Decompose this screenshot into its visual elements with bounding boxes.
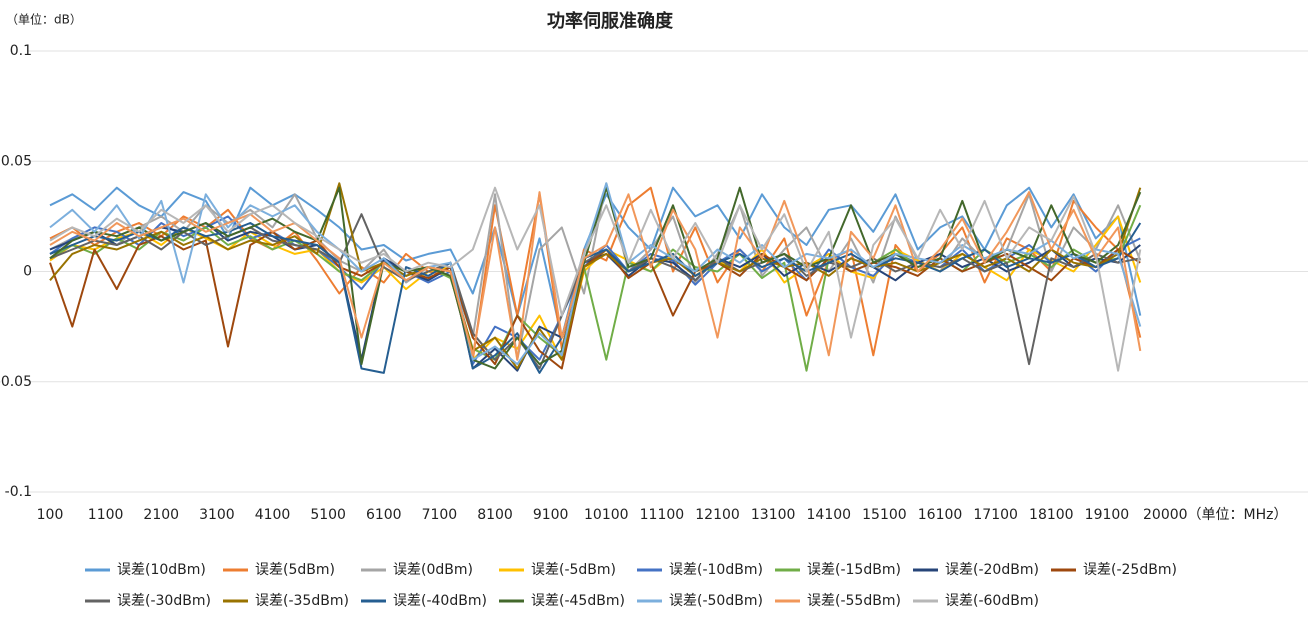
x-tick-label: 13100 — [751, 507, 796, 523]
legend-label: 误差(-10dBm) — [669, 562, 763, 578]
x-tick-label: 16100 — [918, 507, 963, 523]
x-tick-label: 20000（单位：MHz） — [1143, 507, 1288, 523]
x-tick-label: 1100 — [88, 507, 124, 523]
x-tick-label: 11100 — [640, 507, 685, 523]
x-tick-label: 6100 — [366, 507, 402, 523]
series-line — [49, 191, 1142, 361]
y-tick-label: -0.1 — [5, 484, 32, 500]
x-tick-label: 5100 — [310, 507, 346, 523]
y-tick-label: -0.05 — [0, 374, 32, 390]
legend-label: 误差(-60dBm) — [945, 593, 1039, 609]
x-tick-label: 14100 — [807, 507, 852, 523]
legend-label: 误差(0dBm) — [393, 562, 473, 578]
series-line — [49, 186, 1142, 370]
legend-label: 误差(-15dBm) — [807, 562, 901, 578]
x-tick-label: 12100 — [695, 507, 740, 523]
y-tick-label: 0.05 — [1, 153, 32, 169]
y-tick-label: 0.1 — [10, 43, 32, 59]
series-line — [49, 186, 1142, 372]
x-tick-label: 19100 — [1085, 507, 1130, 523]
legend-label: 误差(-30dBm) — [117, 593, 211, 609]
x-tick-label: 100 — [37, 507, 64, 523]
legend-label: 误差(5dBm) — [255, 562, 335, 578]
x-tick-label: 9100 — [533, 507, 569, 523]
x-tick-label: 4100 — [255, 507, 291, 523]
legend-label: 误差(-5dBm) — [531, 562, 616, 578]
series-line — [49, 222, 1142, 374]
legend-label: 误差(10dBm) — [117, 562, 206, 578]
y-unit-label: （单位：dB） — [6, 12, 82, 27]
legend-label: 误差(-40dBm) — [393, 593, 487, 609]
chart-title: 功率伺服准确度 — [547, 10, 674, 32]
x-tick-label: 8100 — [477, 507, 513, 523]
x-tick-label: 17100 — [973, 507, 1018, 523]
x-tick-label: 18100 — [1029, 507, 1074, 523]
series-line — [49, 182, 1142, 370]
x-tick-label: 3100 — [199, 507, 235, 523]
legend-label: 误差(-45dBm) — [531, 593, 625, 609]
legend-label: 误差(-55dBm) — [807, 593, 901, 609]
legend-label: 误差(-20dBm) — [945, 562, 1039, 578]
legend-label: 误差(-25dBm) — [1083, 562, 1177, 578]
x-tick-label: 2100 — [143, 507, 179, 523]
series-line — [49, 230, 1141, 370]
x-tick-label: 10100 — [584, 507, 629, 523]
x-tick-label: 7100 — [422, 507, 458, 523]
series-line — [49, 182, 1142, 366]
legend-label: 误差(-50dBm) — [669, 593, 763, 609]
x-tick-label: 15100 — [862, 507, 907, 523]
legend-label: 误差(-35dBm) — [255, 593, 349, 609]
y-tick-label: 0 — [23, 264, 32, 280]
